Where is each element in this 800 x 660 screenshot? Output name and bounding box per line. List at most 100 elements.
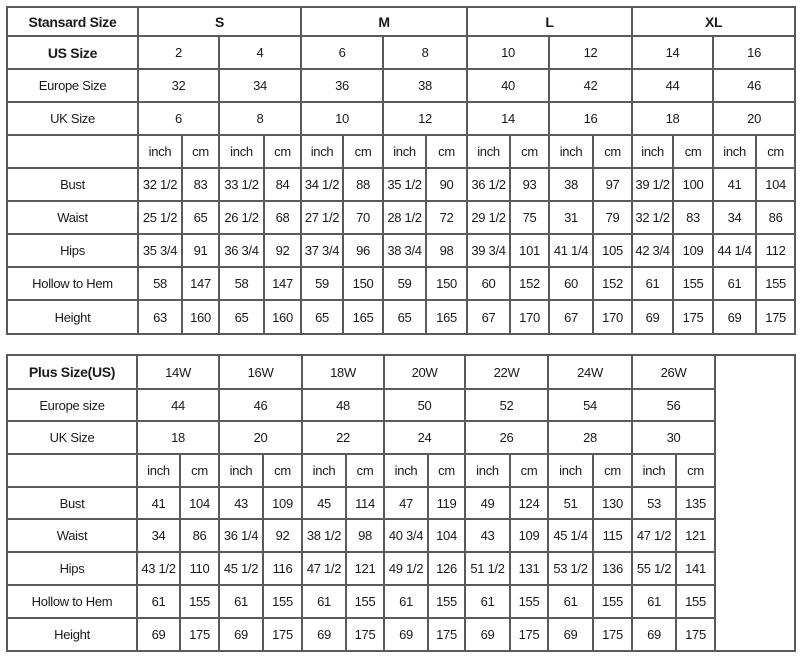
measurement-value: 79 xyxy=(592,200,634,235)
uk-size-value: 30 xyxy=(631,420,716,455)
measurement-value: 41 xyxy=(712,167,758,202)
measurement-value: 51 1/2 xyxy=(464,551,511,586)
unit-label: cm xyxy=(592,453,633,488)
measurement-value: 170 xyxy=(592,299,634,335)
uk-size-value: 16 xyxy=(548,101,634,136)
uk-size-value: 10 xyxy=(300,101,385,136)
measurement-value: 97 xyxy=(592,167,634,202)
uk-size-value: 20 xyxy=(218,420,303,455)
measurement-value: 51 xyxy=(547,486,594,520)
uk-size-value: 14 xyxy=(466,101,551,136)
measurement-value: 155 xyxy=(427,584,466,619)
europe-size-label: Europe size xyxy=(6,388,138,422)
measurement-value: 83 xyxy=(672,200,715,235)
us-size-value: 8 xyxy=(382,35,469,70)
measurement-value: 101 xyxy=(509,233,551,268)
uk-size-value: 6 xyxy=(137,101,220,136)
measurement-value: 72 xyxy=(425,200,469,235)
europe-size-value: 34 xyxy=(217,68,303,103)
europe-size-value: 52 xyxy=(464,388,549,422)
measurement-label: Hollow to Hem xyxy=(6,266,139,301)
uk-size-row: UK Size 18 20 22 24 26 28 30 xyxy=(6,420,795,455)
unit-label: inch xyxy=(631,134,675,169)
europe-size-value: 50 xyxy=(383,388,466,422)
measurement-value: 38 3/4 xyxy=(382,233,428,268)
measurement-value: 58 xyxy=(137,266,183,301)
measurement-value: 109 xyxy=(672,233,715,268)
measurement-value: 61 xyxy=(464,584,511,619)
measurement-value: 38 xyxy=(548,167,595,202)
measurement-row: Waist 25 1/2 65 26 1/2 68 27 1/2 70 28 1/2 72 29 … xyxy=(6,200,797,235)
measurement-row: Bust 32 1/2 83 33 1/2 84 34 1/2 88 35 1/2 90 36 1… xyxy=(6,167,797,202)
measurement-value: 92 xyxy=(262,233,303,268)
measurement-value: 36 1/2 xyxy=(466,167,512,202)
measurement-value: 35 1/2 xyxy=(382,167,428,202)
measurement-row: Bust 41 104 43 109 45 114 47 119 49 124 51 130 53 135 xyxy=(6,486,795,520)
measurement-value: 40 3/4 xyxy=(383,518,429,553)
measurement-value: 68 xyxy=(262,200,303,235)
measurement-value: 147 xyxy=(181,266,220,301)
measurement-value: 69 xyxy=(301,617,347,652)
measurement-value: 47 1/2 xyxy=(631,518,677,553)
measurement-label: Waist xyxy=(6,518,138,553)
measurement-value: 152 xyxy=(509,266,551,301)
measurement-value: 34 xyxy=(712,200,758,235)
measurement-value: 160 xyxy=(262,299,303,335)
measurement-value: 75 xyxy=(509,200,551,235)
measurement-value: 130 xyxy=(592,486,633,520)
measurement-value: 47 xyxy=(383,486,429,520)
measurement-row: Hollow to Hem 58 147 58 147 59 150 59 150 60 152 60… xyxy=(6,266,797,301)
size-group-header: XL xyxy=(631,6,797,37)
unit-label: inch xyxy=(383,453,429,488)
measurement-value: 43 xyxy=(218,486,264,520)
us-size-value: 10 xyxy=(466,35,551,70)
measurement-value: 61 xyxy=(631,266,675,301)
measurement-value: 65 xyxy=(181,200,220,235)
unit-label: inch xyxy=(631,453,677,488)
size-group-header: L xyxy=(466,6,634,37)
unit-label: cm xyxy=(592,134,634,169)
measurement-value: 84 xyxy=(262,167,303,202)
measurement-value: 160 xyxy=(181,299,220,335)
measurement-value: 150 xyxy=(425,266,469,301)
unit-label: cm xyxy=(427,453,466,488)
measurement-label: Hips xyxy=(6,551,138,586)
measurement-value: 69 xyxy=(547,617,594,652)
us-size-value: 14 xyxy=(631,35,715,70)
measurement-value: 34 xyxy=(136,518,181,553)
measurement-value: 121 xyxy=(345,551,385,586)
measurement-value: 136 xyxy=(592,551,633,586)
measurement-value: 175 xyxy=(672,299,715,335)
uk-size-label: UK Size xyxy=(6,420,138,455)
uk-size-label: UK Size xyxy=(6,101,139,136)
unit-label: inch xyxy=(218,134,265,169)
unit-label: inch xyxy=(137,134,183,169)
measurement-value: 165 xyxy=(342,299,385,335)
measurement-value: 26 1/2 xyxy=(218,200,265,235)
header-label: Plus Size(US) xyxy=(6,354,138,390)
uk-size-row: UK Size 6 8 10 12 14 16 18 20 xyxy=(6,101,797,136)
measurement-value: 155 xyxy=(345,584,385,619)
us-size-value: 2 xyxy=(137,35,220,70)
europe-size-value: 46 xyxy=(218,388,303,422)
measurement-value: 45 1/2 xyxy=(218,551,264,586)
unit-label: inch xyxy=(382,134,428,169)
measurement-value: 155 xyxy=(675,584,716,619)
measurement-value: 170 xyxy=(509,299,551,335)
us-size-value: 4 xyxy=(217,35,303,70)
unit-label: inch xyxy=(301,453,347,488)
measurement-value: 175 xyxy=(592,617,633,652)
measurement-value: 36 3/4 xyxy=(218,233,265,268)
measurement-value: 126 xyxy=(427,551,466,586)
measurement-value: 61 xyxy=(547,584,594,619)
measurement-value: 115 xyxy=(592,518,633,553)
measurement-value: 150 xyxy=(342,266,385,301)
measurement-value: 92 xyxy=(262,518,303,553)
measurement-value: 45 1/4 xyxy=(547,518,594,553)
units-row: inch cm inch cm inch cm inch cm inch cm inch cm inch… xyxy=(6,453,795,488)
measurement-value: 175 xyxy=(179,617,220,652)
measurement-value: 69 xyxy=(218,617,264,652)
measurement-value: 112 xyxy=(755,233,797,268)
measurement-value: 69 xyxy=(464,617,511,652)
europe-size-label: Europe Size xyxy=(6,68,139,103)
